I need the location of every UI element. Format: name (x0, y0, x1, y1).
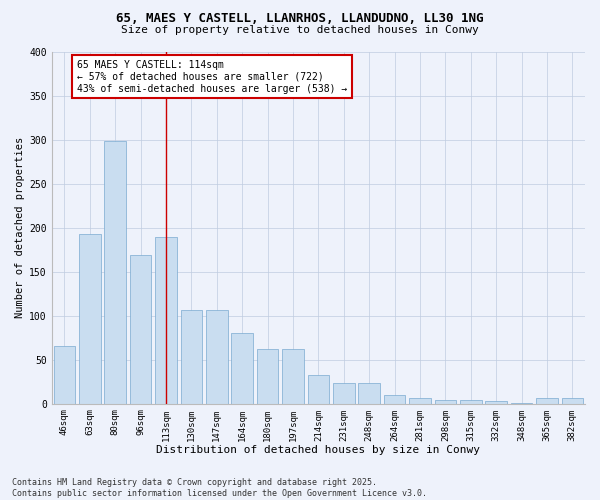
Text: Contains HM Land Registry data © Crown copyright and database right 2025.
Contai: Contains HM Land Registry data © Crown c… (12, 478, 427, 498)
Text: 65 MAES Y CASTELL: 114sqm
← 57% of detached houses are smaller (722)
43% of semi: 65 MAES Y CASTELL: 114sqm ← 57% of detac… (77, 60, 347, 94)
Bar (460, 400, 482, 404)
Bar (308, 374, 329, 404)
Bar (79, 234, 101, 404)
Bar (206, 310, 227, 404)
Bar (104, 142, 126, 404)
Bar (485, 401, 507, 404)
Bar (155, 238, 177, 404)
Text: 65, MAES Y CASTELL, LLANRHOS, LLANDUDNO, LL30 1NG: 65, MAES Y CASTELL, LLANRHOS, LLANDUDNO,… (116, 12, 484, 26)
Bar (333, 384, 355, 404)
Bar (181, 310, 202, 404)
Bar (511, 403, 532, 404)
Bar (536, 398, 557, 404)
Bar (282, 349, 304, 404)
Bar (130, 255, 151, 404)
X-axis label: Distribution of detached houses by size in Conwy: Distribution of detached houses by size … (157, 445, 481, 455)
Bar (358, 384, 380, 404)
Text: Size of property relative to detached houses in Conwy: Size of property relative to detached ho… (121, 25, 479, 35)
Bar (232, 334, 253, 404)
Bar (409, 398, 431, 404)
Bar (53, 346, 75, 404)
Bar (384, 395, 406, 404)
Bar (562, 398, 583, 404)
Bar (257, 349, 278, 404)
Y-axis label: Number of detached properties: Number of detached properties (15, 137, 25, 318)
Bar (434, 400, 456, 404)
